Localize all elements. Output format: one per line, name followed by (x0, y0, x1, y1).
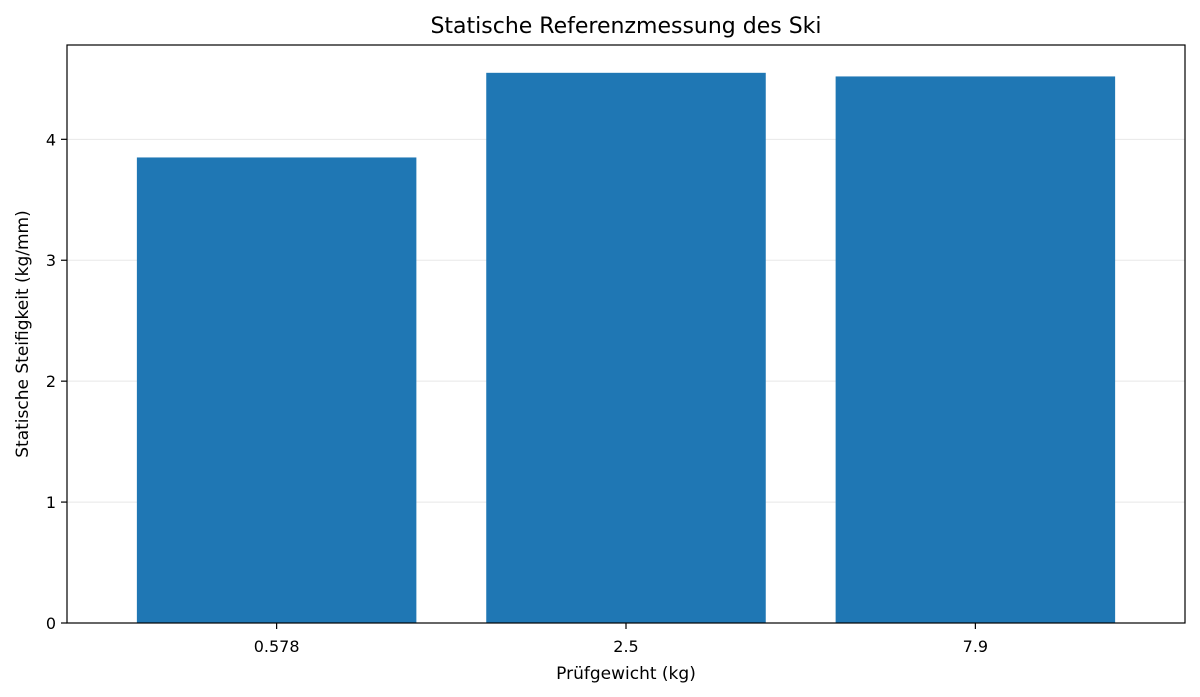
x-tick-label: 7.9 (963, 637, 988, 656)
x-axis-label: Prüfgewicht (kg) (556, 664, 696, 684)
y-axis: 0 1 2 3 4 (46, 130, 67, 633)
x-tick-label: 0.578 (254, 637, 300, 656)
y-tick-label: 2 (46, 372, 56, 391)
y-tick-label: 1 (46, 493, 56, 512)
x-tick-label: 2.5 (613, 637, 638, 656)
bar (486, 72, 766, 624)
y-axis-label: Statische Steifigkeit (kg/mm) (13, 210, 33, 457)
y-tick-label: 4 (46, 130, 56, 149)
x-axis: 0.578 2.5 7.9 (254, 623, 988, 656)
chart-title: Statische Referenzmessung des Ski (430, 14, 821, 39)
y-tick-label: 0 (46, 614, 56, 633)
y-tick-label: 3 (46, 251, 56, 270)
bar (835, 76, 1116, 623)
bar (136, 157, 417, 624)
bars (136, 72, 1116, 624)
